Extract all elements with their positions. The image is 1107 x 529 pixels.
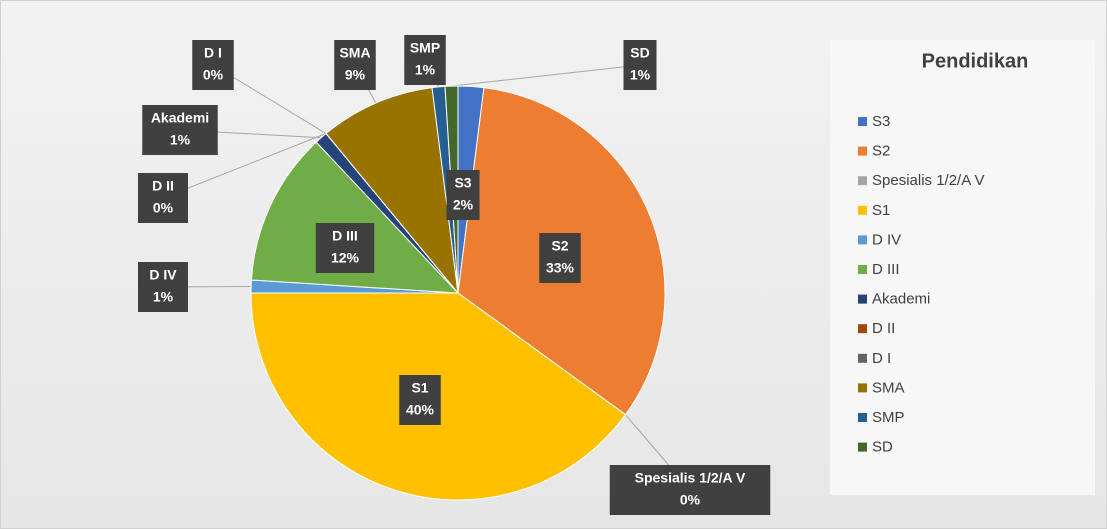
legend-label: D II — [872, 320, 895, 337]
data-label-name: SMP — [410, 40, 440, 56]
legend-label: Akademi — [872, 291, 930, 308]
legend-label: S2 — [872, 143, 890, 160]
leader-line — [162, 133, 327, 199]
data-label-box — [446, 170, 480, 220]
data-label-box — [142, 105, 218, 155]
data-label-name: Spesialis 1/2/A V — [635, 470, 746, 486]
legend-swatch — [858, 235, 867, 245]
chart-title: Pendidikan — [922, 50, 1029, 72]
data-label-name: S1 — [411, 380, 428, 396]
legend-label: Spesialis 1/2/A V — [872, 172, 985, 189]
legend-swatch — [858, 265, 867, 274]
data-label-box — [609, 465, 771, 515]
data-label-box — [315, 223, 375, 273]
legend-swatch — [858, 413, 867, 422]
leader-line — [451, 64, 641, 87]
legend-swatch — [858, 324, 867, 334]
data-label-value: 40% — [406, 402, 435, 418]
data-label-box — [138, 262, 188, 312]
legend-label: D IV — [872, 231, 901, 248]
data-label-box — [539, 233, 581, 283]
data-label-value: 1% — [153, 289, 174, 305]
data-label-name: S3 — [454, 175, 471, 191]
legend-label: SMP — [872, 409, 905, 426]
legend-swatch — [858, 146, 867, 156]
data-label-box — [192, 40, 234, 90]
data-label-value: 12% — [331, 250, 360, 266]
data-label-name: D III — [332, 228, 358, 244]
data-label-value: 1% — [415, 62, 436, 78]
data-label-name: SMA — [339, 45, 370, 61]
data-label-value: 0% — [203, 67, 224, 83]
data-label-name: S2 — [551, 238, 568, 254]
legend-swatch — [858, 294, 867, 304]
data-label-box — [138, 173, 188, 223]
legend-swatch — [858, 176, 867, 186]
data-label-value: 0% — [153, 200, 174, 216]
data-label-name: Akademi — [151, 110, 209, 126]
legend-swatch — [858, 117, 867, 126]
legend-label: SD — [872, 439, 893, 456]
data-label-name: D I — [204, 45, 222, 61]
legend-label: S1 — [872, 202, 890, 219]
legend-label: D I — [872, 350, 891, 367]
data-label-value: 33% — [546, 260, 575, 276]
data-label-box — [404, 35, 446, 85]
data-label-value: 1% — [170, 132, 191, 148]
data-label-value: 2% — [453, 197, 474, 213]
legend-label: D III — [872, 261, 900, 278]
data-label-name: D IV — [149, 267, 177, 283]
pie-slice — [250, 141, 460, 294]
legend-swatch — [858, 442, 867, 452]
legend-swatch — [858, 205, 867, 215]
legend-box — [830, 40, 1095, 495]
legend-swatch — [858, 383, 867, 393]
legend-label: SMA — [872, 379, 905, 396]
data-label-name: D II — [152, 178, 174, 194]
data-label-value: 9% — [345, 67, 366, 83]
data-label-box — [623, 40, 657, 90]
pie-slice — [325, 87, 459, 295]
legend-label: S3 — [872, 113, 890, 130]
legend-swatch — [858, 353, 867, 363]
data-label-value: 0% — [680, 492, 701, 508]
data-label-box — [399, 375, 441, 425]
data-label-value: 1% — [630, 67, 651, 83]
data-label-name: SD — [630, 45, 649, 61]
data-label-box — [334, 40, 376, 90]
